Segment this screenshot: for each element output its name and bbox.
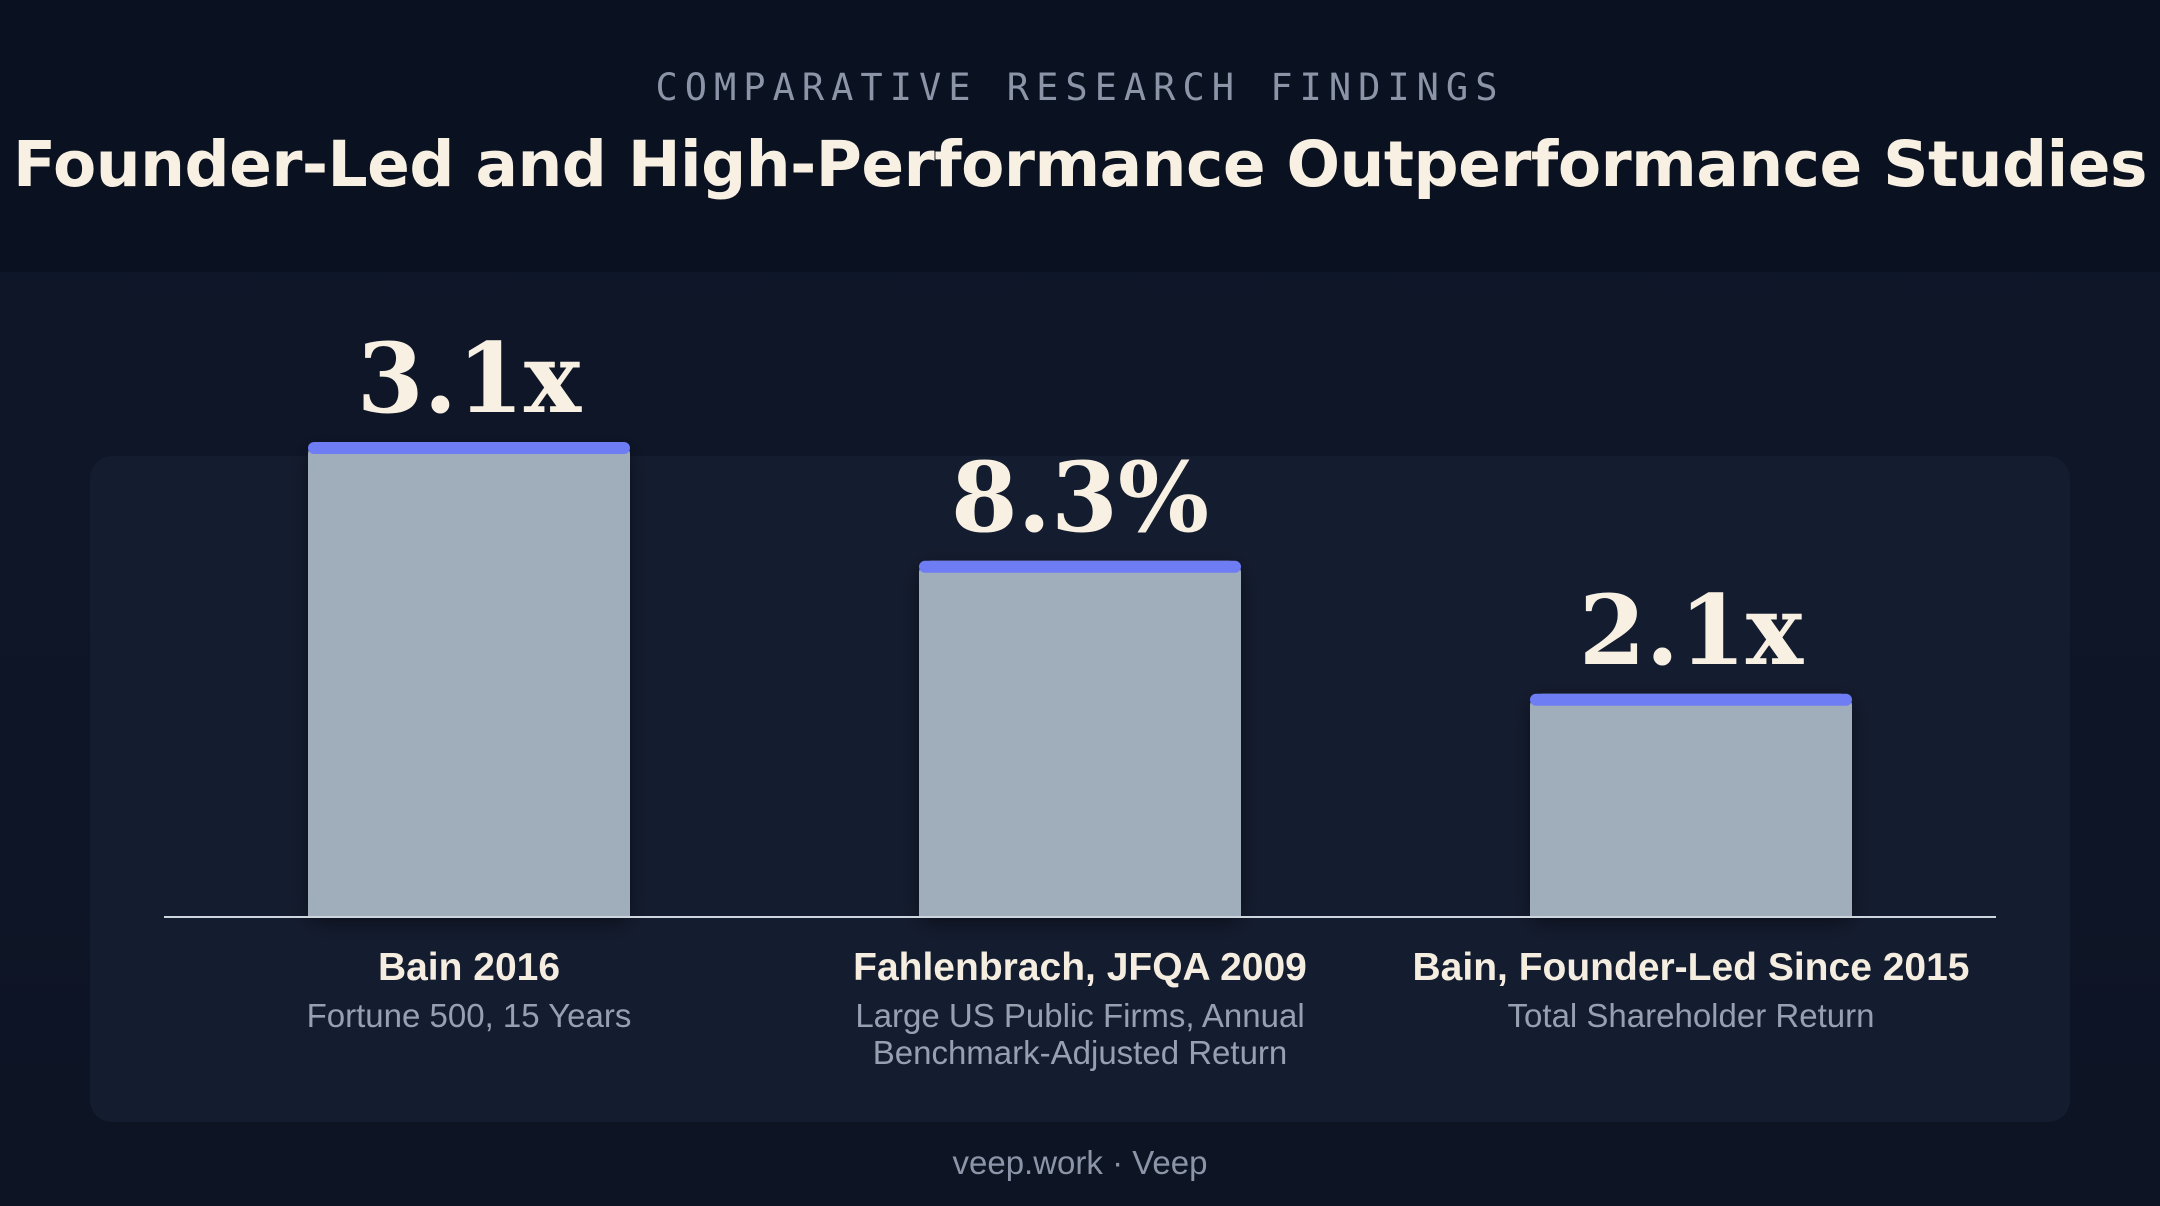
bar-group — [1530, 693, 1852, 917]
category-label: Bain 2016 — [378, 946, 560, 989]
bar-base — [308, 897, 630, 917]
category-sublabel: Total Shareholder Return — [1508, 997, 1875, 1034]
footer-credit: veep.work · Veep — [952, 1144, 1208, 1181]
category-label: Fahlenbrach, JFQA 2009 — [853, 946, 1307, 989]
bar-cap — [308, 442, 630, 454]
bar-group — [919, 560, 1241, 917]
bar — [919, 560, 1241, 917]
page-title: Founder-Led and High-Performance Outperf… — [13, 128, 2147, 201]
eyebrow-label: COMPARATIVE RESEARCH FINDINGS — [655, 66, 1505, 109]
value-label: 8.3% — [951, 441, 1209, 554]
bar-cap — [919, 560, 1241, 573]
category-sublabel: Fortune 500, 15 Years — [307, 997, 632, 1034]
category-label: Bain, Founder-Led Since 2015 — [1413, 946, 1970, 989]
bar-cap — [1530, 693, 1852, 706]
bar-base — [919, 897, 1241, 917]
bar-base — [1530, 897, 1852, 917]
category-sublabel: Large US Public Firms, Annual — [855, 997, 1304, 1034]
value-label: 3.1x — [357, 322, 582, 435]
bar — [308, 442, 630, 917]
category-sublabel: Benchmark-Adjusted Return — [873, 1034, 1288, 1071]
bar-group — [308, 442, 630, 917]
header-band — [0, 0, 2160, 272]
value-label: 2.1x — [1579, 574, 1804, 687]
bar — [1530, 693, 1852, 917]
